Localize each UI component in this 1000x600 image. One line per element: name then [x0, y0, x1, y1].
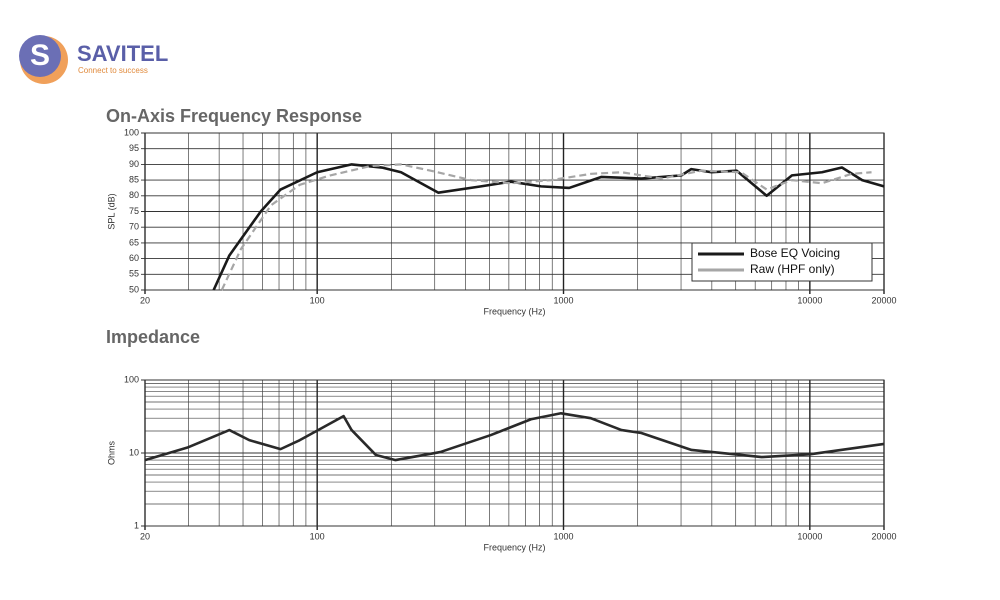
- logo-disc: [19, 35, 61, 77]
- x-tick-label: 10000: [797, 531, 822, 541]
- legend-label: Bose EQ Voicing: [750, 246, 840, 260]
- data-line: [144, 411, 885, 462]
- legend-box: [691, 242, 873, 282]
- x-tick-label: 10000: [797, 295, 822, 305]
- logo-mark: S: [30, 39, 50, 72]
- plot-frame: [144, 379, 885, 527]
- y-tick-label: 75: [129, 206, 139, 216]
- x-axis-label: Frequency (Hz): [483, 306, 545, 316]
- y-tick-label: 1: [134, 520, 139, 530]
- logo: S SAVITEL Connect to success: [19, 35, 168, 84]
- y-tick-label: 100: [124, 127, 139, 137]
- data-line: [220, 163, 872, 291]
- y-tick-label: 10: [129, 447, 139, 457]
- logo-tagline: Connect to success: [78, 66, 148, 75]
- x-tick-label: 1000: [553, 295, 573, 305]
- x-tick-label: 1000: [553, 531, 573, 541]
- x-tick-label: 20: [140, 531, 150, 541]
- y-tick-label: 90: [129, 159, 139, 169]
- y-tick-label: 95: [129, 143, 139, 153]
- logo-name: SAVITEL: [77, 41, 168, 66]
- y-axis-label: SPL (dB): [106, 193, 116, 229]
- x-tick-label: 100: [310, 295, 325, 305]
- x-tick-label: 20000: [871, 531, 896, 541]
- x-axis-label: Frequency (Hz): [483, 542, 545, 552]
- y-tick-label: 60: [129, 253, 139, 263]
- y-axis-label: Ohms: [106, 441, 116, 466]
- data-line: [212, 163, 885, 291]
- chart-title: On-Axis Frequency Response: [106, 106, 362, 126]
- x-tick-label: 20: [140, 295, 150, 305]
- y-tick-label: 55: [129, 269, 139, 279]
- y-tick-label: 50: [129, 284, 139, 294]
- x-tick-label: 20000: [871, 295, 896, 305]
- y-tick-label: 100: [124, 374, 139, 384]
- y-tick-label: 65: [129, 237, 139, 247]
- legend-label: Raw (HPF only): [750, 262, 835, 276]
- plot-frame: [144, 132, 885, 291]
- chart-title: Impedance: [106, 327, 200, 347]
- x-tick-label: 100: [310, 531, 325, 541]
- y-tick-label: 80: [129, 190, 139, 200]
- y-tick-label: 85: [129, 174, 139, 184]
- y-tick-label: 70: [129, 222, 139, 232]
